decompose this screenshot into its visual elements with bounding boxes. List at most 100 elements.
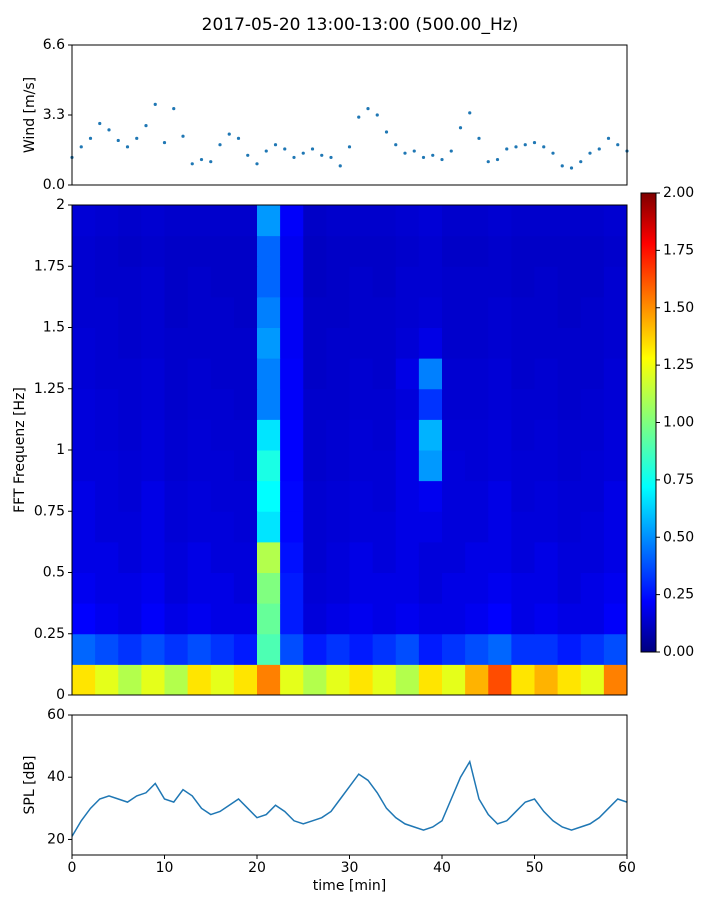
heat-cell [580,419,605,451]
heat-cell [488,419,512,451]
heat-cell [141,296,165,328]
heat-cell [280,480,304,512]
heat-cell [534,388,559,420]
heat-cell [280,664,304,696]
heat-cell [164,664,189,696]
heat-cell [442,633,466,665]
heat-cell [326,235,350,267]
heat-cell [326,633,350,665]
heat-cell [326,541,350,573]
heat-cell [465,603,489,635]
heat-cell [187,266,212,298]
heat-cell [72,633,96,665]
heat-cell [557,511,582,543]
heat-cell [233,572,258,604]
heat-cell [118,572,142,604]
heat-cell [233,541,258,573]
heat-cell [557,327,582,359]
wind-point [162,140,167,145]
heat-cell [210,603,235,635]
heat-cell [326,327,350,359]
colorbar-tick-label: 0.25 [663,587,694,603]
heat-cell [118,450,142,482]
wind-point [449,149,453,153]
wind-point [560,164,564,168]
heat-cell [326,511,350,543]
heat-cell [141,388,165,420]
heat-cell [511,296,535,328]
heat-cell [372,480,397,512]
heat-cell [349,633,374,665]
x-tick-label: 30 [341,860,359,876]
wind-point [199,157,204,162]
heat-cell [141,511,165,543]
heat-cell [349,388,374,420]
heat-cell [465,541,489,573]
heat-cell [442,664,466,696]
heat-cell [95,296,119,328]
heat-cell [141,664,165,696]
heat-cell [442,388,466,420]
heat-cell [210,327,235,359]
wind-point [135,136,139,140]
heat-cell [511,388,535,420]
y-tick-label: 40 [47,769,65,785]
heat-cell [257,603,281,635]
heat-cell [118,266,142,298]
heat-cell [187,664,212,696]
heat-cell [72,480,96,512]
wind-point [107,128,111,132]
heat-cell [603,205,628,237]
heat-cell [372,419,397,451]
heat-cell [326,664,350,696]
heat-cell [164,450,189,482]
heat-cell [442,266,466,298]
wind-point [283,147,287,151]
heat-cell [280,358,304,390]
heat-cell [118,511,142,543]
heat-cell [395,603,420,635]
heat-cell [488,327,512,359]
heat-cell [395,633,420,665]
heat-cell [372,327,397,359]
heat-cell [349,327,374,359]
heat-cell [488,388,512,420]
heat-cell [511,450,535,482]
heat-cell [233,480,258,512]
heat-cell [534,419,559,451]
heat-cell [603,388,628,420]
heat-cell [280,235,304,267]
heat-cell [372,603,397,635]
heat-cell [395,358,420,390]
heat-cell [141,358,165,390]
heat-cell [557,235,582,267]
heat-cell [557,664,582,696]
heat-cell [511,572,535,604]
heat-cell [257,572,281,604]
x-tick-label: 20 [248,860,266,876]
heat-cell [187,235,212,267]
heat-cell [465,480,489,512]
heat-cell [349,205,374,237]
heat-cell [349,480,374,512]
heat-cell [557,419,582,451]
heat-cell [349,358,374,390]
heat-cell [418,664,443,696]
heat-cell [418,358,443,390]
heat-cell [511,664,535,696]
heat-cell [257,633,281,665]
heat-cell [418,572,443,604]
heat-cell [95,205,119,237]
heat-cell [187,572,212,604]
wind-point [79,145,83,149]
heat-cell [187,419,212,451]
heat-cell [442,572,466,604]
y-tick-label: 1.25 [34,381,65,397]
heat-cell [580,572,605,604]
heat-cell [326,419,350,451]
heat-cell [372,572,397,604]
heat-cell [72,511,96,543]
y-tick-label: 0.5 [43,565,65,581]
y-tick-label: 60 [47,707,65,723]
heat-cell [280,450,304,482]
